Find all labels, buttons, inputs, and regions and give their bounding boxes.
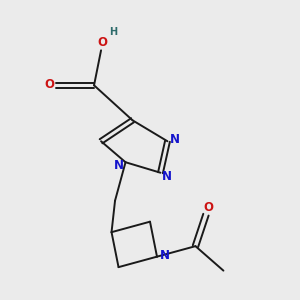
Text: N: N — [162, 170, 172, 183]
Text: O: O — [204, 201, 214, 214]
Text: N: N — [170, 133, 180, 146]
Text: O: O — [98, 36, 108, 49]
Text: N: N — [114, 158, 124, 172]
Text: N: N — [160, 250, 170, 262]
Text: H: H — [109, 27, 117, 37]
Text: O: O — [44, 78, 54, 91]
